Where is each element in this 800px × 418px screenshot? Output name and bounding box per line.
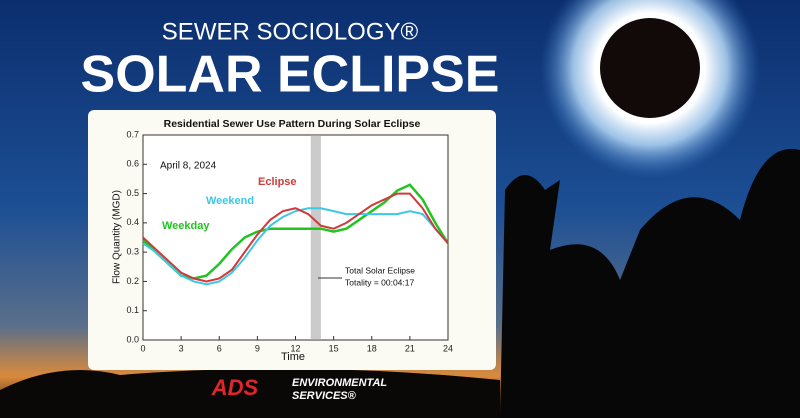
chart-title: Residential Sewer Use Pattern During Sol… <box>164 118 421 130</box>
x-tick-label: 18 <box>367 343 377 353</box>
silhouette <box>500 148 800 418</box>
y-tick-label: 0.4 <box>126 217 139 227</box>
brand: SERVICES® <box>292 390 357 402</box>
annotation: Totality = 00:04:17 <box>345 277 415 287</box>
plot-area <box>142 134 449 341</box>
moon <box>600 18 700 118</box>
x-tick-label: 12 <box>290 343 300 353</box>
y-tick-label: 0.3 <box>126 247 139 257</box>
brand: ENVIRONMENTAL <box>292 377 387 389</box>
eclipse-band <box>310 135 321 340</box>
series-line <box>142 207 449 286</box>
y-tick-label: 0.5 <box>126 188 139 198</box>
x-tick-label: 15 <box>329 343 339 353</box>
x-tick-label: 0 <box>140 343 145 353</box>
annotation: Total Solar Eclipse <box>345 265 415 275</box>
headline: SOLAR ECLIPSE <box>81 46 500 104</box>
series-label: Weekday <box>162 220 210 232</box>
y-tick-label: 0.2 <box>126 276 139 286</box>
y-tick-label: 0.1 <box>126 305 139 315</box>
y-tick-label: 0.0 <box>126 334 139 344</box>
date-annotation: April 8, 2024 <box>160 161 217 172</box>
x-tick-label: 9 <box>255 343 260 353</box>
kicker: SEWER SOCIOLOGY® <box>162 18 419 45</box>
x-axis-label: Time <box>281 351 305 363</box>
x-tick-label: 21 <box>405 343 415 353</box>
y-tick-label: 0.7 <box>126 129 139 139</box>
y-axis-label: Flow Quantity (MGD) <box>112 190 123 284</box>
series-label: Weekend <box>206 195 254 207</box>
x-tick-label: 3 <box>179 343 184 353</box>
x-tick-label: 24 <box>443 343 453 353</box>
series-line <box>142 192 449 283</box>
treeline <box>0 368 500 418</box>
logo: ADS <box>211 375 259 400</box>
plot: 0.0 0.1 0.2 0.3 0.4 0.5 0.6 0.7 0 3 6 9 12 15 18 21 24 We… <box>126 129 453 353</box>
series-label: Eclipse <box>258 176 297 188</box>
y-tick-label: 0.6 <box>126 159 139 169</box>
x-tick-label: 6 <box>217 343 222 353</box>
